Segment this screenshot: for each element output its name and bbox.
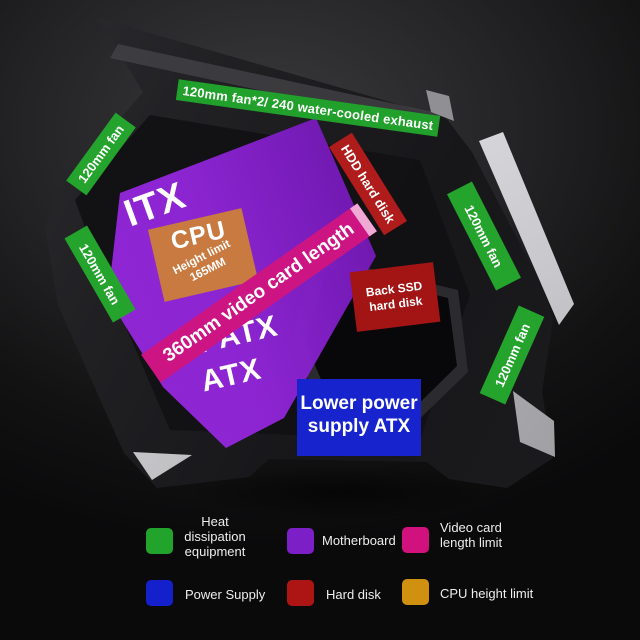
legend-label-motherboard: Motherboard (322, 533, 396, 548)
back-ssd-label: Back SSD hard disk (365, 278, 424, 315)
power-supply-box: Lower power supply ATX (297, 379, 421, 456)
legend-swatch-motherboard (287, 528, 314, 554)
legend-label-video-card: Video card length limit (440, 520, 503, 550)
legend-swatch-hard-disk (287, 580, 314, 606)
back-ssd-box: Back SSD hard disk (349, 262, 441, 332)
legend-swatch-cpu-height (402, 579, 429, 605)
power-supply-label: Lower power supply ATX (300, 393, 418, 437)
legend-label-hard-disk: Hard disk (326, 587, 381, 602)
legend-label-cpu-height: CPU height limit (440, 586, 534, 601)
legend-label-heat-dissipation: Heat dissipation equipment (184, 514, 246, 559)
legend-label-power-supply: Power Supply (185, 587, 266, 602)
legend-swatch-video-card (402, 527, 429, 553)
legend-swatch-heat-dissipation (146, 528, 173, 554)
legend-swatch-power-supply (146, 580, 173, 606)
